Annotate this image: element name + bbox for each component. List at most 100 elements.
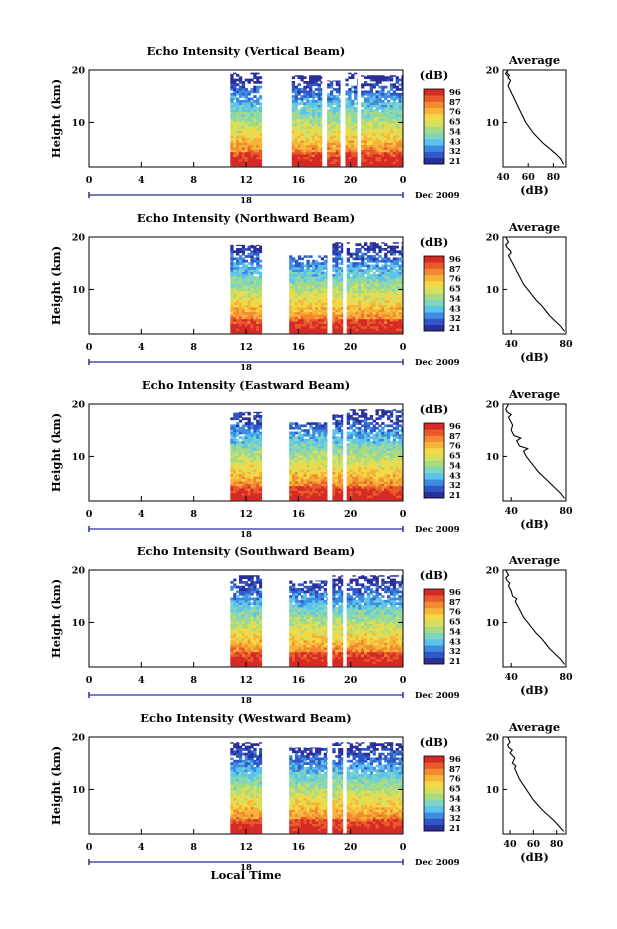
- heatmap-cell: [387, 151, 391, 155]
- heatmap-cell: [236, 323, 240, 327]
- heatmap-cell: [389, 328, 394, 331]
- heatmap-cell: [395, 474, 399, 477]
- heatmap-cell: [389, 264, 394, 268]
- heatmap-cell: [364, 422, 368, 425]
- heatmap-cell: [241, 429, 246, 432]
- heatmap-cell: [372, 429, 376, 432]
- heatmap-cell: [378, 307, 382, 310]
- heatmap-cell: [392, 299, 397, 303]
- heatmap-cell: [233, 281, 237, 284]
- heatmap-cell: [338, 130, 341, 134]
- heatmap-cell: [250, 495, 254, 498]
- heatmap-cell: [315, 273, 319, 277]
- heatmap-cell: [291, 158, 296, 162]
- heatmap-cell: [259, 307, 263, 310]
- heatmap-cell: [389, 448, 394, 451]
- heatmap-cell: [372, 116, 376, 120]
- heatmap-cell: [309, 130, 313, 134]
- heatmap-cell: [297, 266, 302, 270]
- heatmap-cell: [314, 161, 319, 164]
- heatmap-cell: [292, 464, 296, 468]
- heatmap-cell: [306, 102, 310, 106]
- heatmap-cell: [294, 483, 299, 487]
- heatmap-cell: [312, 438, 316, 442]
- heatmap-cell: [230, 452, 234, 456]
- heatmap-cell: [323, 476, 327, 480]
- heatmap-cell: [364, 412, 368, 416]
- heatmap-cell: [398, 250, 402, 254]
- heatmap-cell: [250, 497, 254, 501]
- heatmap-cell: [300, 121, 304, 124]
- heatmap-cell: [233, 156, 237, 160]
- heatmap-cell: [387, 455, 391, 458]
- heatmap-cell: [244, 95, 248, 98]
- heatmap-cell: [244, 111, 248, 115]
- heatmap-cell: [326, 299, 328, 303]
- heatmap-cell: [244, 431, 248, 435]
- heatmap-cell: [247, 462, 251, 465]
- heatmap-cell: [300, 295, 304, 298]
- heatmap-cell: [294, 147, 298, 150]
- heatmap-cell: [294, 95, 298, 98]
- heatmap-cell: [311, 116, 316, 120]
- heatmap-cell: [348, 97, 352, 101]
- heatmap-cell: [230, 311, 234, 315]
- heatmap-cell: [392, 448, 397, 451]
- heatmap-cell: [372, 140, 376, 143]
- heatmap-cell: [259, 325, 263, 329]
- heatmap-cell: [292, 307, 296, 310]
- heatmap-cell: [233, 450, 237, 454]
- heatmap-cell: [366, 158, 371, 162]
- heatmap-cell: [230, 478, 234, 482]
- heatmap-cell: [372, 433, 376, 437]
- heatmap-cell: [326, 285, 328, 289]
- heatmap-cell: [294, 471, 299, 475]
- heatmap-cell: [315, 440, 319, 444]
- heatmap-cell: [294, 304, 299, 308]
- heatmap-cell: [314, 83, 319, 87]
- heatmap-cell: [392, 259, 397, 263]
- heatmap-cell: [345, 158, 349, 162]
- heatmap-cell: [294, 292, 299, 296]
- heatmap-cell: [401, 123, 404, 127]
- heatmap-cell: [378, 299, 382, 303]
- heatmap-cell: [238, 429, 243, 432]
- heatmap-cell: [354, 163, 358, 167]
- heatmap-cell: [315, 259, 319, 263]
- heatmap-cell: [335, 248, 339, 251]
- heatmap-cell: [401, 316, 404, 320]
- heatmap-cell: [241, 464, 246, 468]
- heatmap-cell: [372, 121, 376, 124]
- heatmap-cell: [256, 290, 260, 294]
- heatmap-cell: [230, 88, 234, 91]
- heatmap-cell: [378, 445, 382, 449]
- heatmap-cell: [238, 497, 243, 501]
- heatmap-cell: [364, 455, 368, 458]
- heatmap-cell: [250, 266, 254, 270]
- heatmap-cell: [256, 464, 260, 468]
- heatmap-cell: [303, 469, 307, 473]
- heatmap-cell: [256, 455, 260, 458]
- heatmap-cell: [395, 304, 399, 308]
- heatmap-cell: [369, 311, 374, 315]
- heatmap-cell: [346, 445, 351, 449]
- heatmap-cell: [389, 412, 394, 416]
- heatmap-cell: [236, 443, 240, 447]
- heatmap-cell: [338, 266, 342, 270]
- heatmap-cell: [314, 163, 319, 167]
- heatmap-cell: [369, 485, 374, 489]
- heatmap-cell: [238, 118, 243, 122]
- heatmap-cell: [236, 132, 240, 136]
- heatmap-cell: [332, 488, 336, 491]
- heatmap-cell: [256, 314, 260, 317]
- heatmap-cell: [335, 109, 340, 113]
- heatmap-cell: [335, 128, 340, 131]
- heatmap-cell: [230, 307, 234, 310]
- heatmap-cell: [320, 123, 323, 127]
- heatmap-cell: [292, 426, 296, 430]
- heatmap-cell: [250, 147, 254, 150]
- heatmap-cell: [256, 440, 260, 444]
- heatmap-cell: [238, 485, 243, 489]
- heatmap-cell: [250, 474, 254, 477]
- heatmap-cell: [303, 471, 307, 475]
